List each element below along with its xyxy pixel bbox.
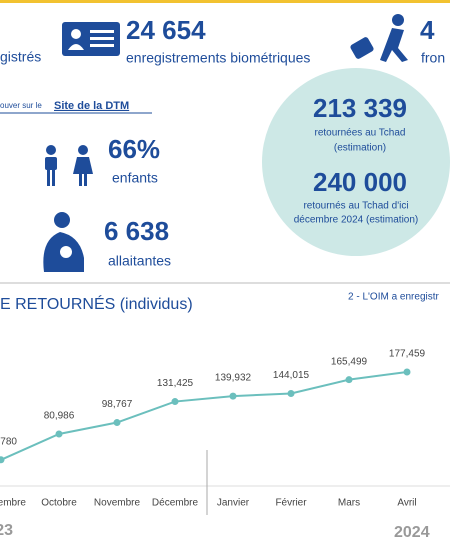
- value-label: 165,499: [331, 356, 368, 367]
- year-label: 2024: [394, 524, 430, 541]
- estimate-circle: [262, 68, 450, 256]
- biometric-value: 24 654: [126, 15, 206, 45]
- point: [345, 376, 353, 384]
- children-value: 66%: [108, 134, 160, 164]
- value-label: 144,015: [273, 370, 310, 381]
- x-tick-label: Novembre: [94, 498, 141, 509]
- x-tick-label: Mars: [338, 498, 360, 509]
- x-tick-label: Décembre: [152, 498, 199, 509]
- note: 2 - L'OIM a enregistr: [348, 292, 440, 303]
- line: [0, 370, 408, 461]
- year-label: 2023: [0, 522, 13, 539]
- border-label: fron: [421, 50, 445, 66]
- children-label: enfants: [112, 170, 158, 186]
- value-label: 131,425: [157, 378, 194, 389]
- point: [0, 456, 5, 464]
- x-tick-label: Octobre: [41, 498, 77, 509]
- forecast-value: 240 000: [313, 167, 407, 197]
- dtm-prefix: ouver sur le: [0, 101, 42, 110]
- id-card-icon: [62, 22, 120, 56]
- chart-title: E RETOURNÉS (individus): [0, 294, 193, 313]
- border-value: 4: [420, 15, 435, 45]
- top-border: [0, 0, 450, 3]
- x-tick-label: Février: [275, 498, 307, 509]
- point: [113, 419, 121, 427]
- nursing-value: 6 638: [104, 216, 169, 246]
- biometric-label: enregistrements biométriques: [126, 50, 310, 66]
- returned-label-2: (estimation): [334, 143, 386, 154]
- value-label: 40,780: [0, 436, 17, 447]
- x-tick-label: Septembre: [0, 498, 26, 509]
- mother-icon: [43, 212, 84, 272]
- forecast-label-2: décembre 2024 (estimation): [294, 215, 419, 226]
- forecast-label-1: retournés au Tchad d'ici: [303, 201, 408, 212]
- point: [229, 392, 237, 400]
- x-tick-label: Avril: [397, 498, 416, 509]
- point: [403, 368, 411, 376]
- value-label: 139,932: [215, 373, 252, 384]
- value-label: 98,767: [102, 399, 133, 410]
- returned-label-1: retournées au Tchad: [315, 128, 406, 139]
- point: [287, 389, 295, 397]
- value-label: 80,986: [44, 411, 75, 422]
- children-icon: [45, 145, 93, 186]
- traveller-icon: [350, 14, 408, 62]
- x-tick-label: Janvier: [217, 498, 250, 509]
- registered-label: gistrés: [0, 49, 41, 65]
- value-label: 177,459: [389, 349, 426, 360]
- dtm-link[interactable]: Site de la DTM: [54, 100, 129, 112]
- point: [171, 398, 179, 406]
- nursing-label: allaitantes: [108, 253, 171, 269]
- returned-value: 213 339: [313, 93, 407, 123]
- point: [55, 430, 63, 438]
